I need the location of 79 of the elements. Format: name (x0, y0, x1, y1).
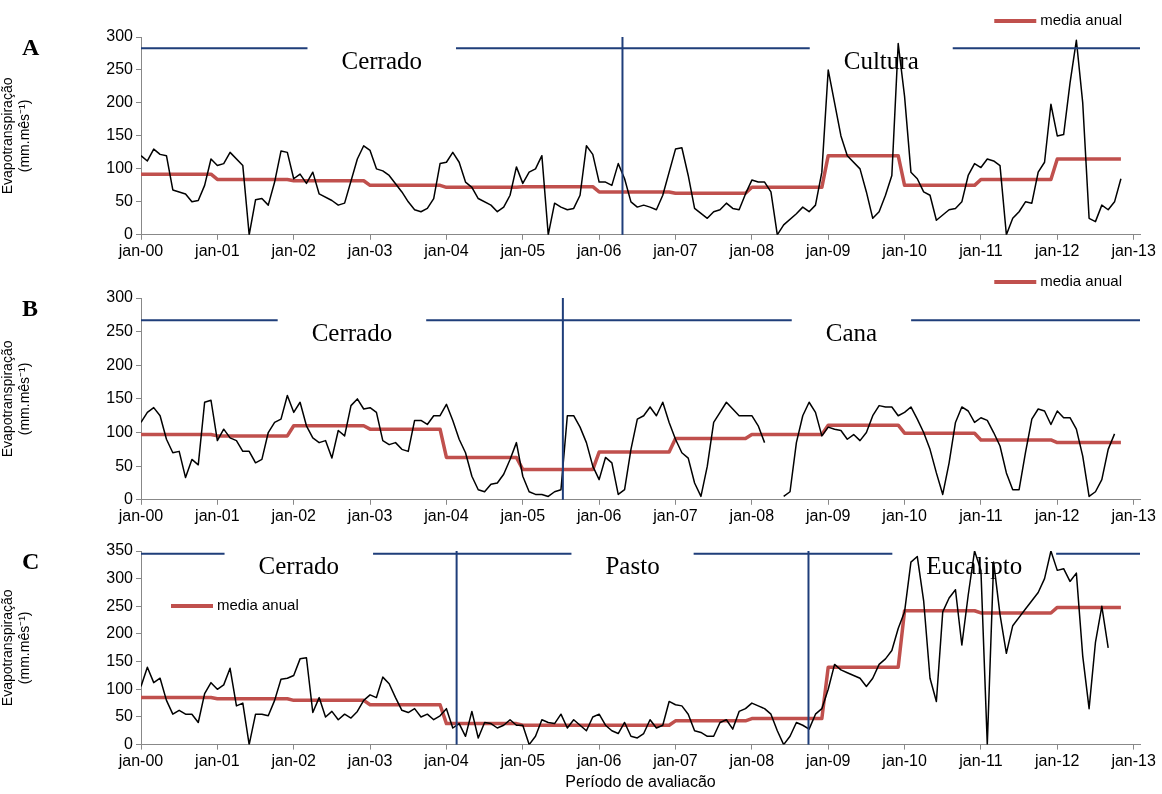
x-tick-label: jan-13 (1110, 241, 1156, 259)
legend-label: media anual (1040, 272, 1123, 290)
x-tick-label: jan-13 (1110, 751, 1156, 769)
annotation: Cerrado (341, 46, 422, 74)
x-tick-label: jan-00 (117, 506, 164, 524)
y-tick-label: 350 (106, 541, 134, 559)
annotation: Pasto (605, 552, 660, 580)
y-tick-label: 0 (124, 490, 134, 508)
annotation: Cerrado (258, 552, 340, 580)
legend-label: media anual (217, 596, 299, 614)
x-axis-title: Período de avaliacão (565, 772, 716, 790)
x-tick-label: jan-12 (1034, 506, 1080, 524)
x-tick-label: jan-02 (270, 506, 317, 524)
y-tick-label: 200 (106, 624, 134, 642)
x-tick-label: jan-04 (423, 506, 469, 524)
x-tick-label: jan-06 (575, 241, 622, 259)
y-tick-label: 200 (106, 93, 134, 111)
x-tick-label: jan-13 (1110, 506, 1156, 524)
y-tick-label: 200 (106, 355, 134, 373)
x-tick-label: jan-04 (423, 241, 469, 259)
x-tick-label: jan-01 (194, 506, 240, 524)
y-tick-label: 0 (124, 735, 134, 753)
x-tick-label: jan-07 (652, 751, 698, 769)
chart-title: C (22, 548, 40, 575)
y-tick-label: 300 (106, 27, 134, 45)
chart-title: B (22, 295, 39, 322)
y-tick-label: 250 (106, 60, 134, 78)
y-axis-title: Evapotranspiração (mm.mês⁻¹) (0, 77, 33, 195)
x-tick-label: jan-11 (958, 751, 1003, 769)
y-tick-label: 0 (124, 225, 134, 243)
x-tick-label: jan-10 (881, 751, 927, 769)
y-tick-label: 100 (106, 679, 134, 697)
legend-label: media anual (1040, 11, 1123, 29)
y-tick-label: 50 (115, 456, 134, 474)
x-tick-label: jan-04 (423, 751, 469, 769)
x-tick-label: jan-05 (499, 506, 546, 524)
x-tick-label: jan-06 (575, 751, 622, 769)
x-tick-label: jan-03 (346, 506, 393, 524)
x-tick-label: jan-02 (270, 241, 317, 259)
x-tick-label: jan-10 (881, 241, 927, 259)
x-tick-label: jan-09 (804, 506, 851, 524)
x-tick-label: jan-00 (117, 751, 164, 769)
y-tick-label: 300 (106, 569, 134, 587)
x-tick-label: jan-11 (958, 241, 1003, 259)
annotation: Cana (825, 318, 878, 346)
x-tick-label: jan-08 (728, 241, 775, 259)
x-tick-label: jan-05 (499, 241, 546, 259)
y-tick-label: 150 (106, 126, 134, 144)
x-tick-label: jan-00 (117, 241, 164, 259)
annotation: Cerrado (311, 318, 393, 346)
y-tick-label: 250 (106, 322, 134, 340)
y-tick-label: 100 (106, 422, 134, 440)
y-tick-label: 250 (106, 596, 134, 614)
x-tick-label: jan-05 (499, 751, 546, 769)
x-tick-label: jan-12 (1034, 241, 1080, 259)
x-tick-label: jan-09 (804, 751, 851, 769)
chart-title: A (22, 34, 40, 61)
x-tick-label: jan-11 (958, 506, 1003, 524)
y-axis-title: Evapotranspiração (mm.mês⁻¹) (0, 340, 33, 458)
y-axis-title: Evapotranspiração (mm.mês⁻¹) (0, 589, 33, 707)
y-tick-label: 150 (106, 389, 134, 407)
x-tick-label: jan-10 (881, 506, 927, 524)
x-tick-label: jan-08 (728, 506, 775, 524)
x-tick-label: jan-02 (270, 751, 317, 769)
y-tick-label: 50 (115, 192, 134, 210)
y-tick-label: 150 (106, 652, 134, 670)
x-tick-label: jan-12 (1034, 751, 1080, 769)
x-tick-label: jan-01 (194, 751, 240, 769)
x-tick-label: jan-01 (194, 241, 240, 259)
x-tick-label: jan-03 (346, 241, 393, 259)
x-tick-label: jan-07 (652, 241, 698, 259)
y-tick-label: 300 (106, 288, 134, 306)
x-tick-label: jan-09 (804, 241, 851, 259)
x-tick-label: jan-06 (575, 506, 622, 524)
x-tick-label: jan-03 (346, 751, 393, 769)
x-tick-label: jan-08 (728, 751, 775, 769)
x-tick-label: jan-07 (652, 506, 698, 524)
y-tick-label: 50 (115, 707, 134, 725)
y-tick-label: 100 (106, 159, 134, 177)
